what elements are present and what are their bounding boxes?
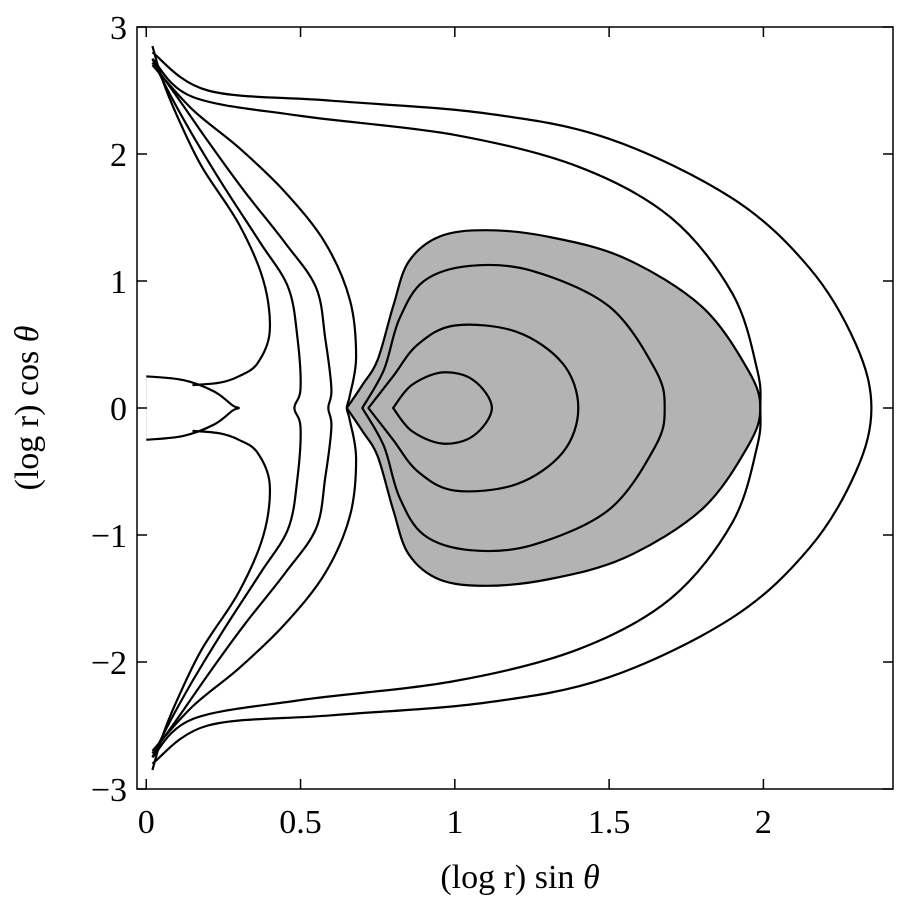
contour-outer-envelope-1: [151, 57, 762, 759]
contour-inner-loop: [367, 323, 580, 493]
region-shaded-trapped-region: [346, 230, 761, 586]
contour-outer-wrap-1: [151, 45, 272, 387]
y-tick-label: 2: [110, 137, 127, 174]
contour-dark-core-outline: [146, 375, 240, 441]
filled-regions: [146, 230, 761, 586]
contour-outer-wrap-2: [151, 58, 302, 758]
contour-outer-envelope-2: [151, 51, 873, 765]
y-tick-label: 0: [110, 391, 127, 428]
y-tick-label: −3: [91, 772, 127, 809]
contour-outer-wrap-4: [151, 64, 358, 752]
contour-outer-wrap-1-lower: [151, 429, 272, 771]
region-light-core-rim: [146, 376, 233, 440]
y-axis-ticks: −3 −2 −1 0 1 2 3: [91, 10, 893, 809]
x-tick-label: 0: [138, 804, 155, 841]
x-tick-label: 1: [446, 804, 463, 841]
contour-middle-loop: [361, 263, 666, 553]
y-tick-label: 1: [110, 264, 127, 301]
contour-lines: [146, 45, 873, 771]
x-tick-label: 1.5: [588, 804, 631, 841]
x-tick-label: 2: [755, 804, 772, 841]
contour-outer-wrap-3: [151, 61, 333, 755]
y-axis-label: (log r) cos θ: [9, 326, 46, 491]
y-tick-label: −2: [91, 645, 127, 682]
y-tick-label: 3: [110, 10, 127, 47]
x-axis-label: (log r) sin θ: [440, 859, 599, 896]
contour-innermost-loop: [392, 371, 493, 445]
y-tick-label: −1: [91, 518, 127, 555]
x-axis-ticks: 0 0.5 1 1.5 2: [138, 27, 772, 841]
x-tick-label: 0.5: [279, 804, 322, 841]
